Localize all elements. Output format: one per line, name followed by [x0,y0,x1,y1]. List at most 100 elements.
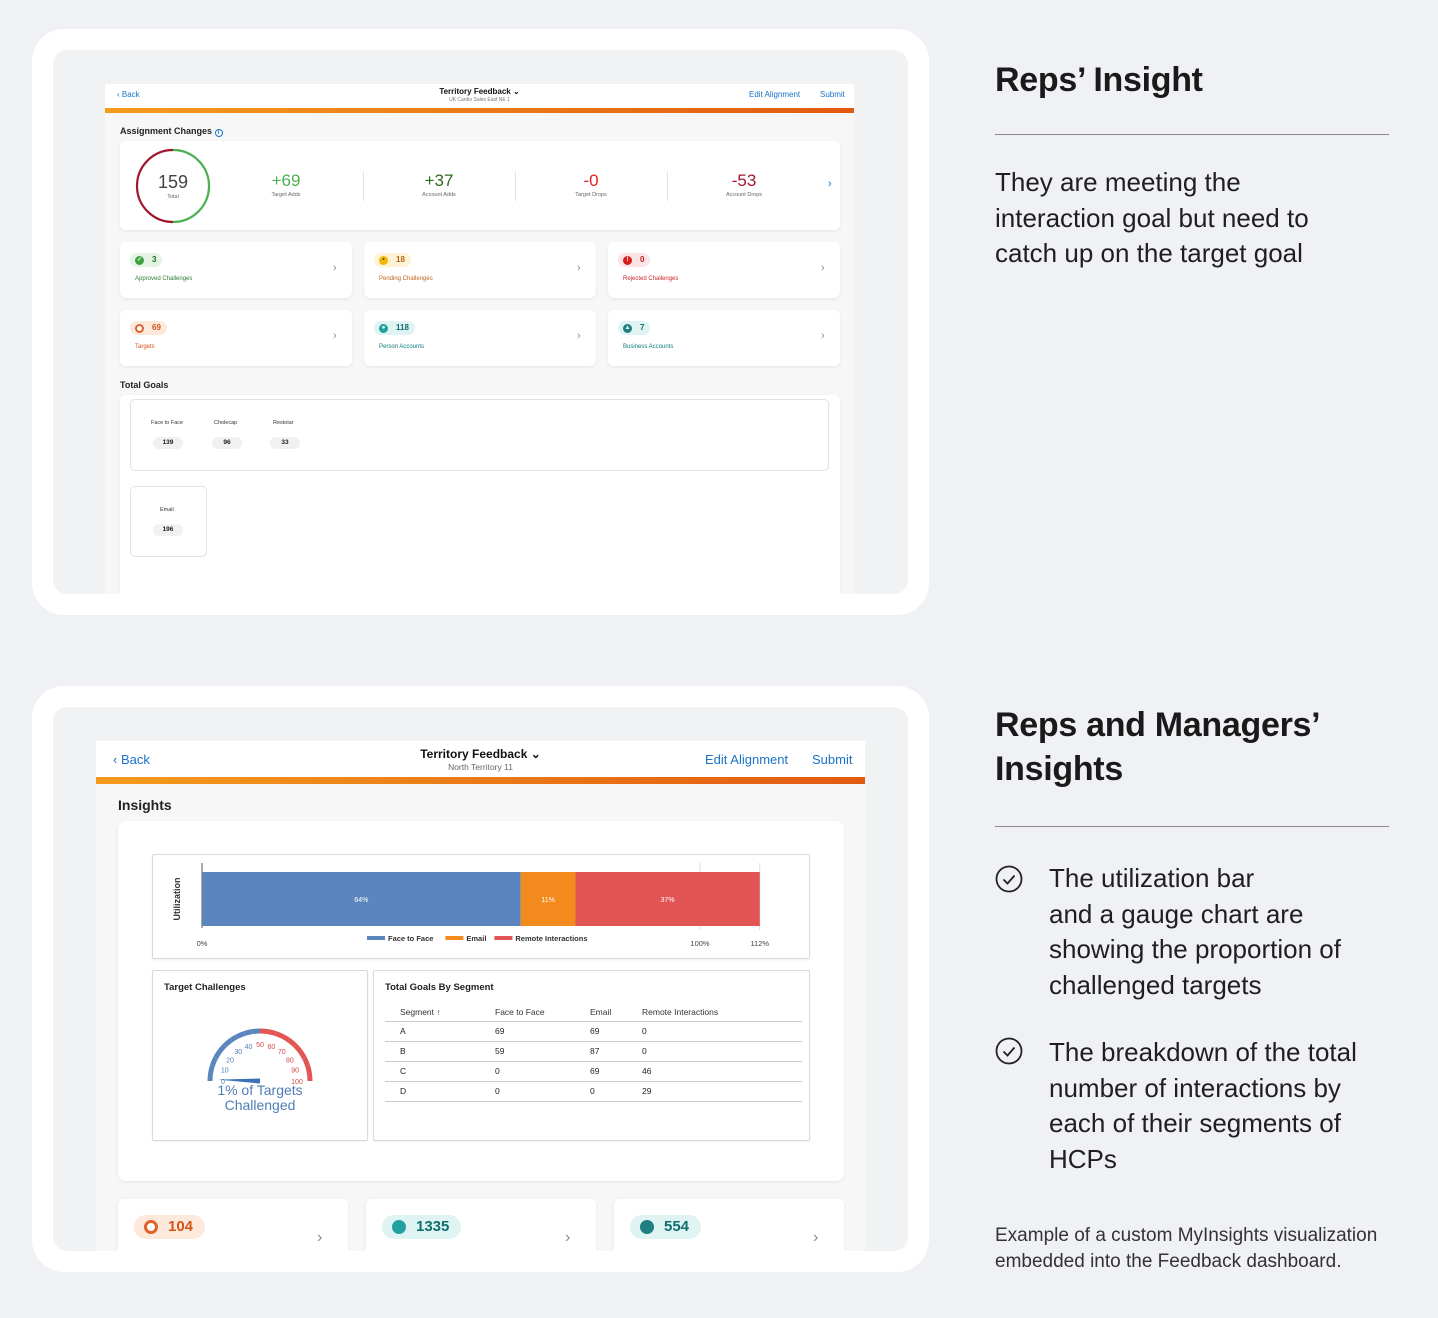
app-header: ‹ Back Territory Feedback ⌄ UK Cardio Sa… [105,84,854,108]
app-title[interactable]: Territory Feedback ⌄ [439,87,520,96]
gauge-caption-line: 1% of Targets [217,1082,303,1098]
person-count: 118 [396,323,409,332]
chevron-right-icon: › [821,262,825,274]
business-accounts-tile[interactable]: 554 › [614,1199,844,1251]
legend-swatch [445,936,464,940]
total-goals-title: Total Goals [120,380,169,390]
table-row: A 69 69 0 [385,1021,802,1042]
app-title[interactable]: Territory Feedback ⌄ [420,747,541,761]
table-row: C 0 69 46 [385,1061,802,1082]
total-label: Total [167,194,179,200]
approved-count: 3 [152,255,157,264]
column-header[interactable]: Remote Interactions [627,1003,802,1022]
insights-card: Utilization 64% 11% 37% 0% 100% 112% Face to Fa… [118,821,844,1181]
chevron-right-icon: › [577,262,581,274]
account-adds-value: +37 [424,171,454,190]
business-count-pill: ▲ 7 [618,321,651,335]
insights-title: Insights [118,797,172,813]
gauge-needle [218,1078,261,1084]
person-count: 1335 [416,1218,450,1235]
rejected-count: 0 [640,255,645,264]
account-drops-label: Account Drops [725,192,763,198]
gauge-tick-label: 50 [256,1042,264,1049]
chevron-right-icon: › [577,330,581,342]
business-accounts-tile[interactable]: ▲ 7 Business Accounts › [608,310,840,366]
table-cell: 69 [480,1021,575,1042]
column-header-segment[interactable]: Segment ↑ [385,1003,480,1022]
account-adds-label: Account Adds [422,192,456,198]
bullet-utilization: The utilization bar and a gauge chart ar… [1049,861,1389,1003]
divider [667,171,668,201]
app-subtitle: North Territory 11 [448,762,513,772]
managers-insights-panel: ‹ Back Territory Feedback ⌄ North Territ… [32,686,929,1272]
pending-count-pill: • 18 [374,253,411,267]
text-line: each of their segments of [1049,1108,1341,1138]
tablet-frame: ‹ Back Territory Feedback ⌄ North Territ… [53,707,908,1251]
pending-face-icon: • [379,256,388,265]
gauge-tick-label: 20 [226,1057,234,1064]
total-ring-chart [135,148,211,224]
chevron-right-icon[interactable]: › [828,178,832,190]
info-icon[interactable]: i [214,129,223,137]
person-accounts-tile[interactable]: ● 118 Person Accounts › [364,310,596,366]
submit-button[interactable]: Submit [812,752,853,767]
gauge-arc-segment [293,1043,303,1054]
gauge-arc-segment [222,1038,233,1048]
goals-group: Face to Face 139 Cholecap 96 Restolar 33 [130,399,829,471]
pending-challenges-tile[interactable]: • 18 Pending Challenges › [364,242,596,298]
rejected-label: Rejected Challenges [623,276,679,282]
edit-alignment-button[interactable]: Edit Alignment [705,752,789,767]
text-line: showing the proportion of [1049,934,1341,964]
table-cell: D [385,1081,480,1102]
person-accounts-tile[interactable]: 1335 › [366,1199,596,1251]
bullet-breakdown: The breakdown of the total number of int… [1049,1035,1389,1177]
back-button[interactable]: ‹ Back [117,90,140,99]
approved-challenges-tile[interactable]: ✓ 3 Approved Challenges › [120,242,352,298]
text-line: HCPs [1049,1143,1117,1174]
submit-button[interactable]: Submit [820,90,845,99]
gauge-arc-segment [208,1064,215,1074]
person-label: Person Accounts [379,344,425,350]
table-cell: 0 [627,1041,802,1062]
legend-swatch [367,936,385,940]
goal-value: 139 [153,437,183,449]
table-cell: 87 [575,1041,627,1062]
column-header[interactable]: Face to Face [480,1003,575,1022]
person-icon: ● [379,324,388,333]
edit-alignment-button[interactable]: Edit Alignment [749,90,801,99]
caption-line: Example of a custom MyInsights visualiza… [995,1225,1378,1246]
target-adds-value: +69 [271,171,301,190]
assignment-summary-card[interactable]: 159 Total +69 Target Adds +37 Account Ad… [120,141,840,230]
table-cell: B [385,1041,480,1062]
segment-table: Segment ↑ Face to Face Email Remote Inte… [385,1003,802,1102]
column-header[interactable]: Email [575,1003,627,1022]
bar-segment-0 [202,872,521,926]
person-icon [392,1220,406,1234]
approved-count-pill: ✓ 3 [130,253,163,267]
table-header-row: Segment ↑ Face to Face Email Remote Inte… [385,1003,802,1022]
target-challenges-card: Target Challenges 0 10 20 30 40 50 60 70 80 90 100… [152,970,368,1141]
bar-data-label: 11% [541,897,555,904]
building-icon [640,1220,654,1234]
x-tick-label: 100% [690,939,710,948]
gauge-arc-segment [236,1031,246,1039]
divider [363,171,364,201]
gauge-arc-segment [210,1057,218,1067]
table-cell: 0 [480,1061,575,1082]
back-label: Back [120,752,150,767]
legend-label: Face to Face [388,934,433,943]
table-cell: 0 [480,1081,575,1102]
targets-tile[interactable]: 69 Targets › [120,310,352,366]
back-button[interactable]: ‹ Back [113,752,150,767]
app-header: ‹ Back Territory Feedback ⌄ North Territ… [96,741,865,777]
targets-tile[interactable]: 104 › [118,1199,348,1251]
rejected-count-pill: ! 0 [618,253,651,267]
rejected-challenges-tile[interactable]: ! 0 Rejected Challenges › [608,242,840,298]
table-cell: 69 [575,1021,627,1042]
gauge-tick-label: 30 [234,1049,242,1056]
target-icon [144,1220,158,1234]
gauge-arc-segment [259,1028,269,1035]
text-line: They are meeting the [995,167,1241,197]
chevron-right-icon: › [333,262,337,274]
territory-feedback-app: ‹ Back Territory Feedback ⌄ UK Cardio Sa… [105,84,854,594]
